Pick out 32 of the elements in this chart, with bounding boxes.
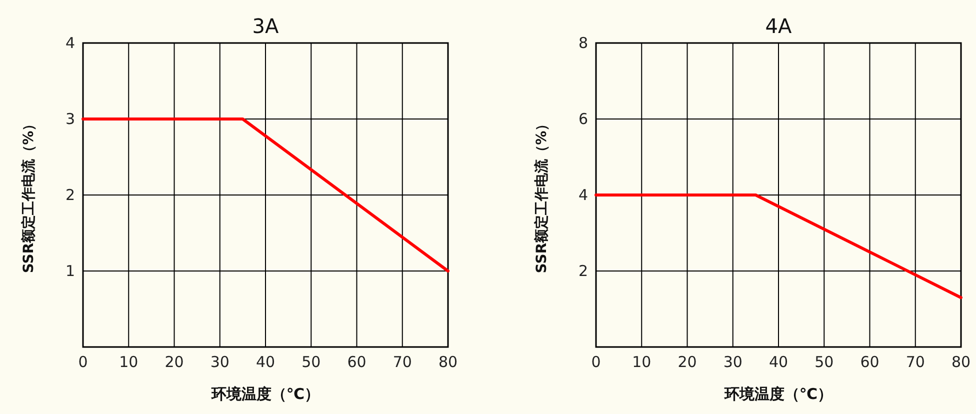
y-tick-label: 2 [578,262,588,280]
x-tick-label: 60 [860,353,880,371]
x-tick-label: 20 [164,353,184,371]
x-tick-label: 40 [256,353,276,371]
y-tick-label: 4 [578,186,588,204]
y-tick-label: 6 [578,110,588,128]
x-tick-label: 0 [591,353,601,371]
y-tick-label: 3 [65,110,75,128]
x-tick-label: 50 [814,353,834,371]
y-tick-label: 4 [65,34,75,52]
y-axis-title: SSR额定工作电流（%） [533,116,550,274]
x-tick-label: 50 [302,353,321,371]
x-tick-label: 10 [632,353,652,371]
y-tick-label: 8 [578,34,588,52]
chart-title: 4A [765,14,792,38]
x-tick-label: 80 [951,353,971,371]
x-tick-label: 30 [723,353,742,371]
x-tick-label: 0 [78,353,88,371]
x-tick-label: 70 [392,353,412,371]
y-tick-label: 1 [65,262,75,280]
x-tick-label: 10 [119,353,138,371]
x-tick-label: 80 [438,353,458,371]
x-tick-label: 70 [906,353,925,371]
x-axis-title: 环境温度（℃） [723,385,833,403]
x-tick-label: 30 [210,353,230,371]
x-tick-label: 40 [768,353,788,371]
y-tick-label: 2 [65,186,75,204]
y-axis-title: SSR额定工作电流（%） [20,116,37,274]
x-tick-label: 20 [678,353,697,371]
x-tick-label: 60 [347,353,366,371]
chart-title: 3A [252,14,280,38]
x-axis-title: 环境温度（℃） [210,385,320,403]
